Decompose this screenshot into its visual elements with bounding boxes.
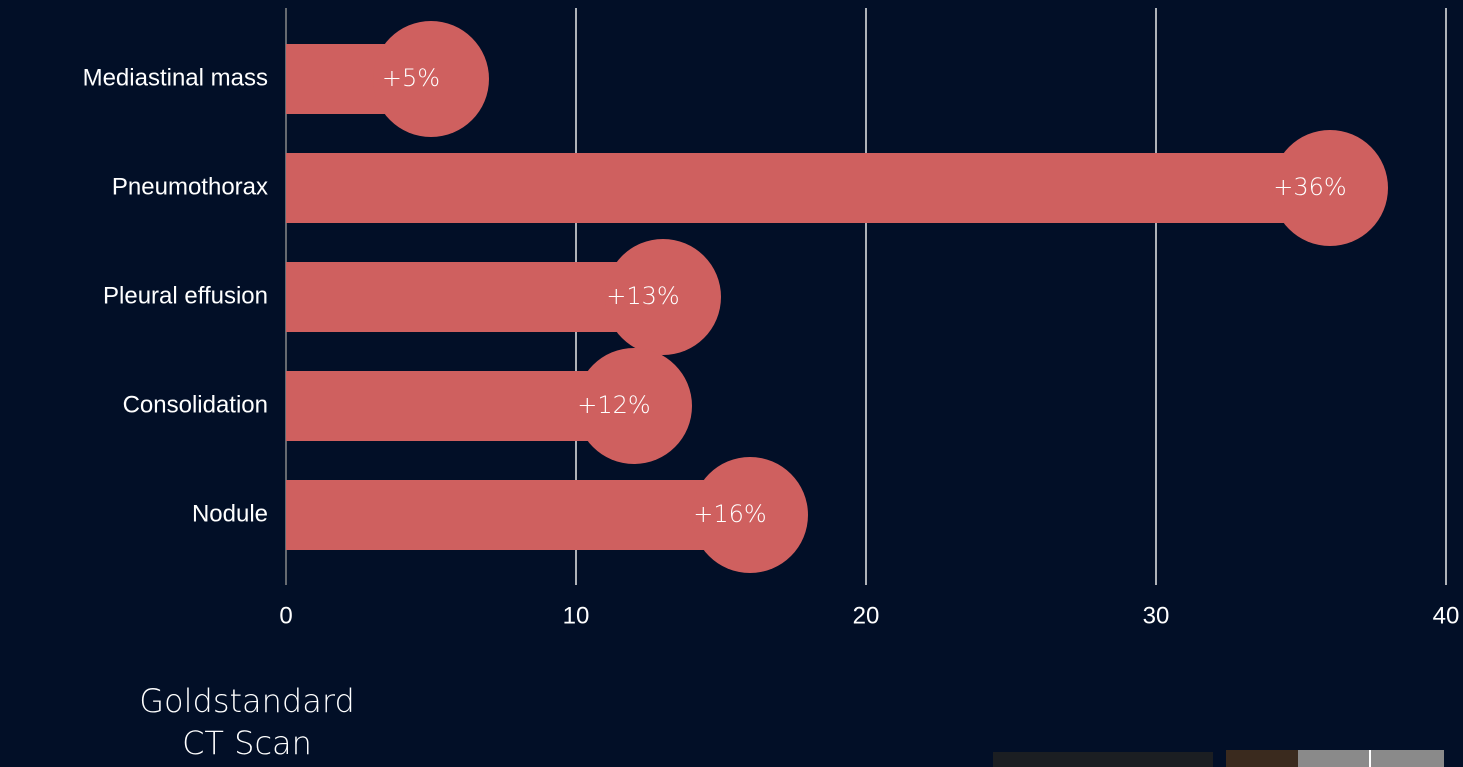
bar-end-bubble [576,348,692,464]
thumbnail [993,752,1213,767]
x-tick-label: 0 [279,602,292,629]
value-label: +36% [1273,173,1346,201]
value-label: +16% [693,500,766,528]
bar-end-bubble [605,239,721,355]
bar [286,480,750,550]
bar [286,153,1330,223]
thumbnail-part [1226,750,1298,767]
caption-line: CT Scan [182,724,312,762]
x-tick-label: 10 [563,602,590,629]
y-tick-label: Consolidation [123,391,268,418]
value-label: +5% [382,64,440,92]
value-label: +12% [577,391,650,419]
x-tick-label: 40 [1433,602,1460,629]
y-tick-label: Mediastinal mass [83,64,268,91]
x-tick-label: 20 [853,602,880,629]
bar [286,262,663,332]
y-tick-label: Nodule [192,500,268,527]
value-label: +13% [606,282,679,310]
y-tick-label: Pleural effusion [103,282,268,309]
caption-line: Goldstandard [139,682,355,720]
bar-end-bubble [692,457,808,573]
y-tick-label: Pneumothorax [112,173,268,200]
x-tick-label: 30 [1143,602,1170,629]
bar-end-bubble [1272,130,1388,246]
bar-end-bubble [373,21,489,137]
